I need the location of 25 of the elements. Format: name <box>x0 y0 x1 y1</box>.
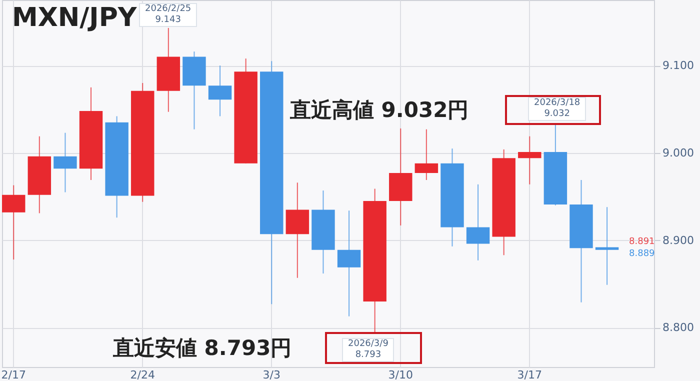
x-tick-label: 3/17 <box>517 368 542 381</box>
x-tick-label: 2/24 <box>130 368 155 381</box>
candlestick <box>2 184 26 260</box>
y-tick-label: 8.800 <box>662 321 694 334</box>
annotation: 2026/2/25 9.143 <box>139 3 198 27</box>
candlestick <box>595 206 619 286</box>
chart-title: MXN/JPY <box>12 3 137 33</box>
annotation: 2026/3/18 9.032 <box>528 97 586 121</box>
candlestick <box>337 210 361 317</box>
annotation: 直近安値 8.793円 <box>113 335 292 362</box>
y-tick-label: 9.100 <box>662 59 694 72</box>
text: 8.889 <box>628 249 656 260</box>
x-tick-label: 3/3 <box>262 368 280 381</box>
candlestick <box>466 184 490 261</box>
candlestick <box>208 65 232 117</box>
y-tick-label: 8.900 <box>662 234 694 247</box>
candlestick <box>54 132 77 193</box>
candlestick <box>518 136 542 185</box>
candlestick <box>414 128 438 181</box>
x-tick-label: 3/10 <box>388 368 413 381</box>
annotation: 2026/3/9 8.793 <box>342 338 394 362</box>
x-tick-label: 2/17 <box>1 368 26 381</box>
annotation: 直近高値 9.032円 <box>290 97 469 124</box>
text: 8.891 <box>628 237 656 248</box>
y-tick-label: 9.000 <box>662 146 694 160</box>
